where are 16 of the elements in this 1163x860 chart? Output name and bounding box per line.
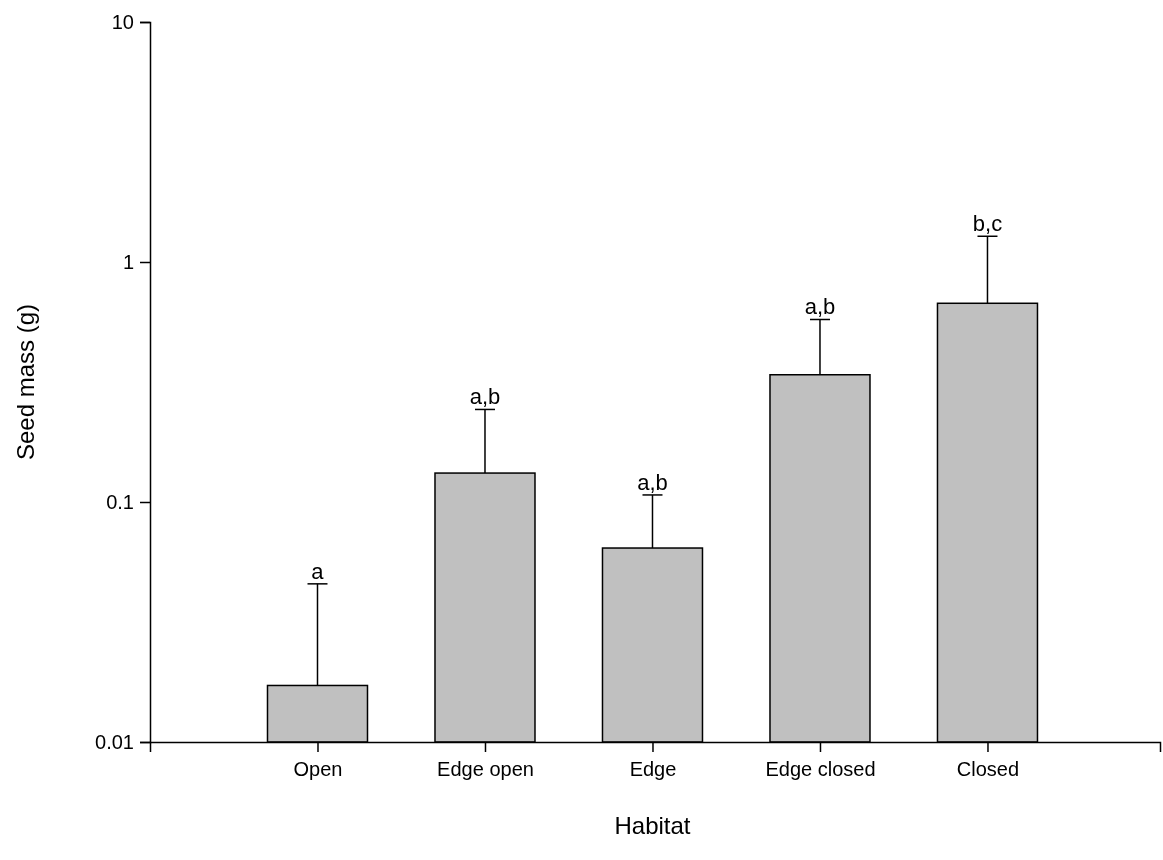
- annotation: a,b: [637, 469, 668, 495]
- x-tick-label: Edge closed: [765, 758, 876, 781]
- annotation: a: [311, 558, 325, 584]
- x-tick-label: Edge open: [437, 758, 534, 781]
- y-tick-label: 10: [111, 10, 134, 33]
- annotation: a,b: [469, 384, 501, 410]
- x-axis-title: Habitat: [614, 812, 691, 839]
- annotation: b,c: [972, 211, 1003, 237]
- y-tick-label: 1: [122, 250, 134, 273]
- x-tick-label: Edge: [629, 758, 677, 781]
- annotation: a,b: [804, 294, 836, 320]
- x-tick-label: Closed: [956, 758, 1020, 781]
- x-tick-label: Open: [293, 758, 343, 781]
- y-tick-label: 0.1: [106, 490, 134, 513]
- y-tick-label: 0.01: [95, 730, 134, 753]
- y-axis-title: Seed mass (g): [12, 303, 39, 461]
